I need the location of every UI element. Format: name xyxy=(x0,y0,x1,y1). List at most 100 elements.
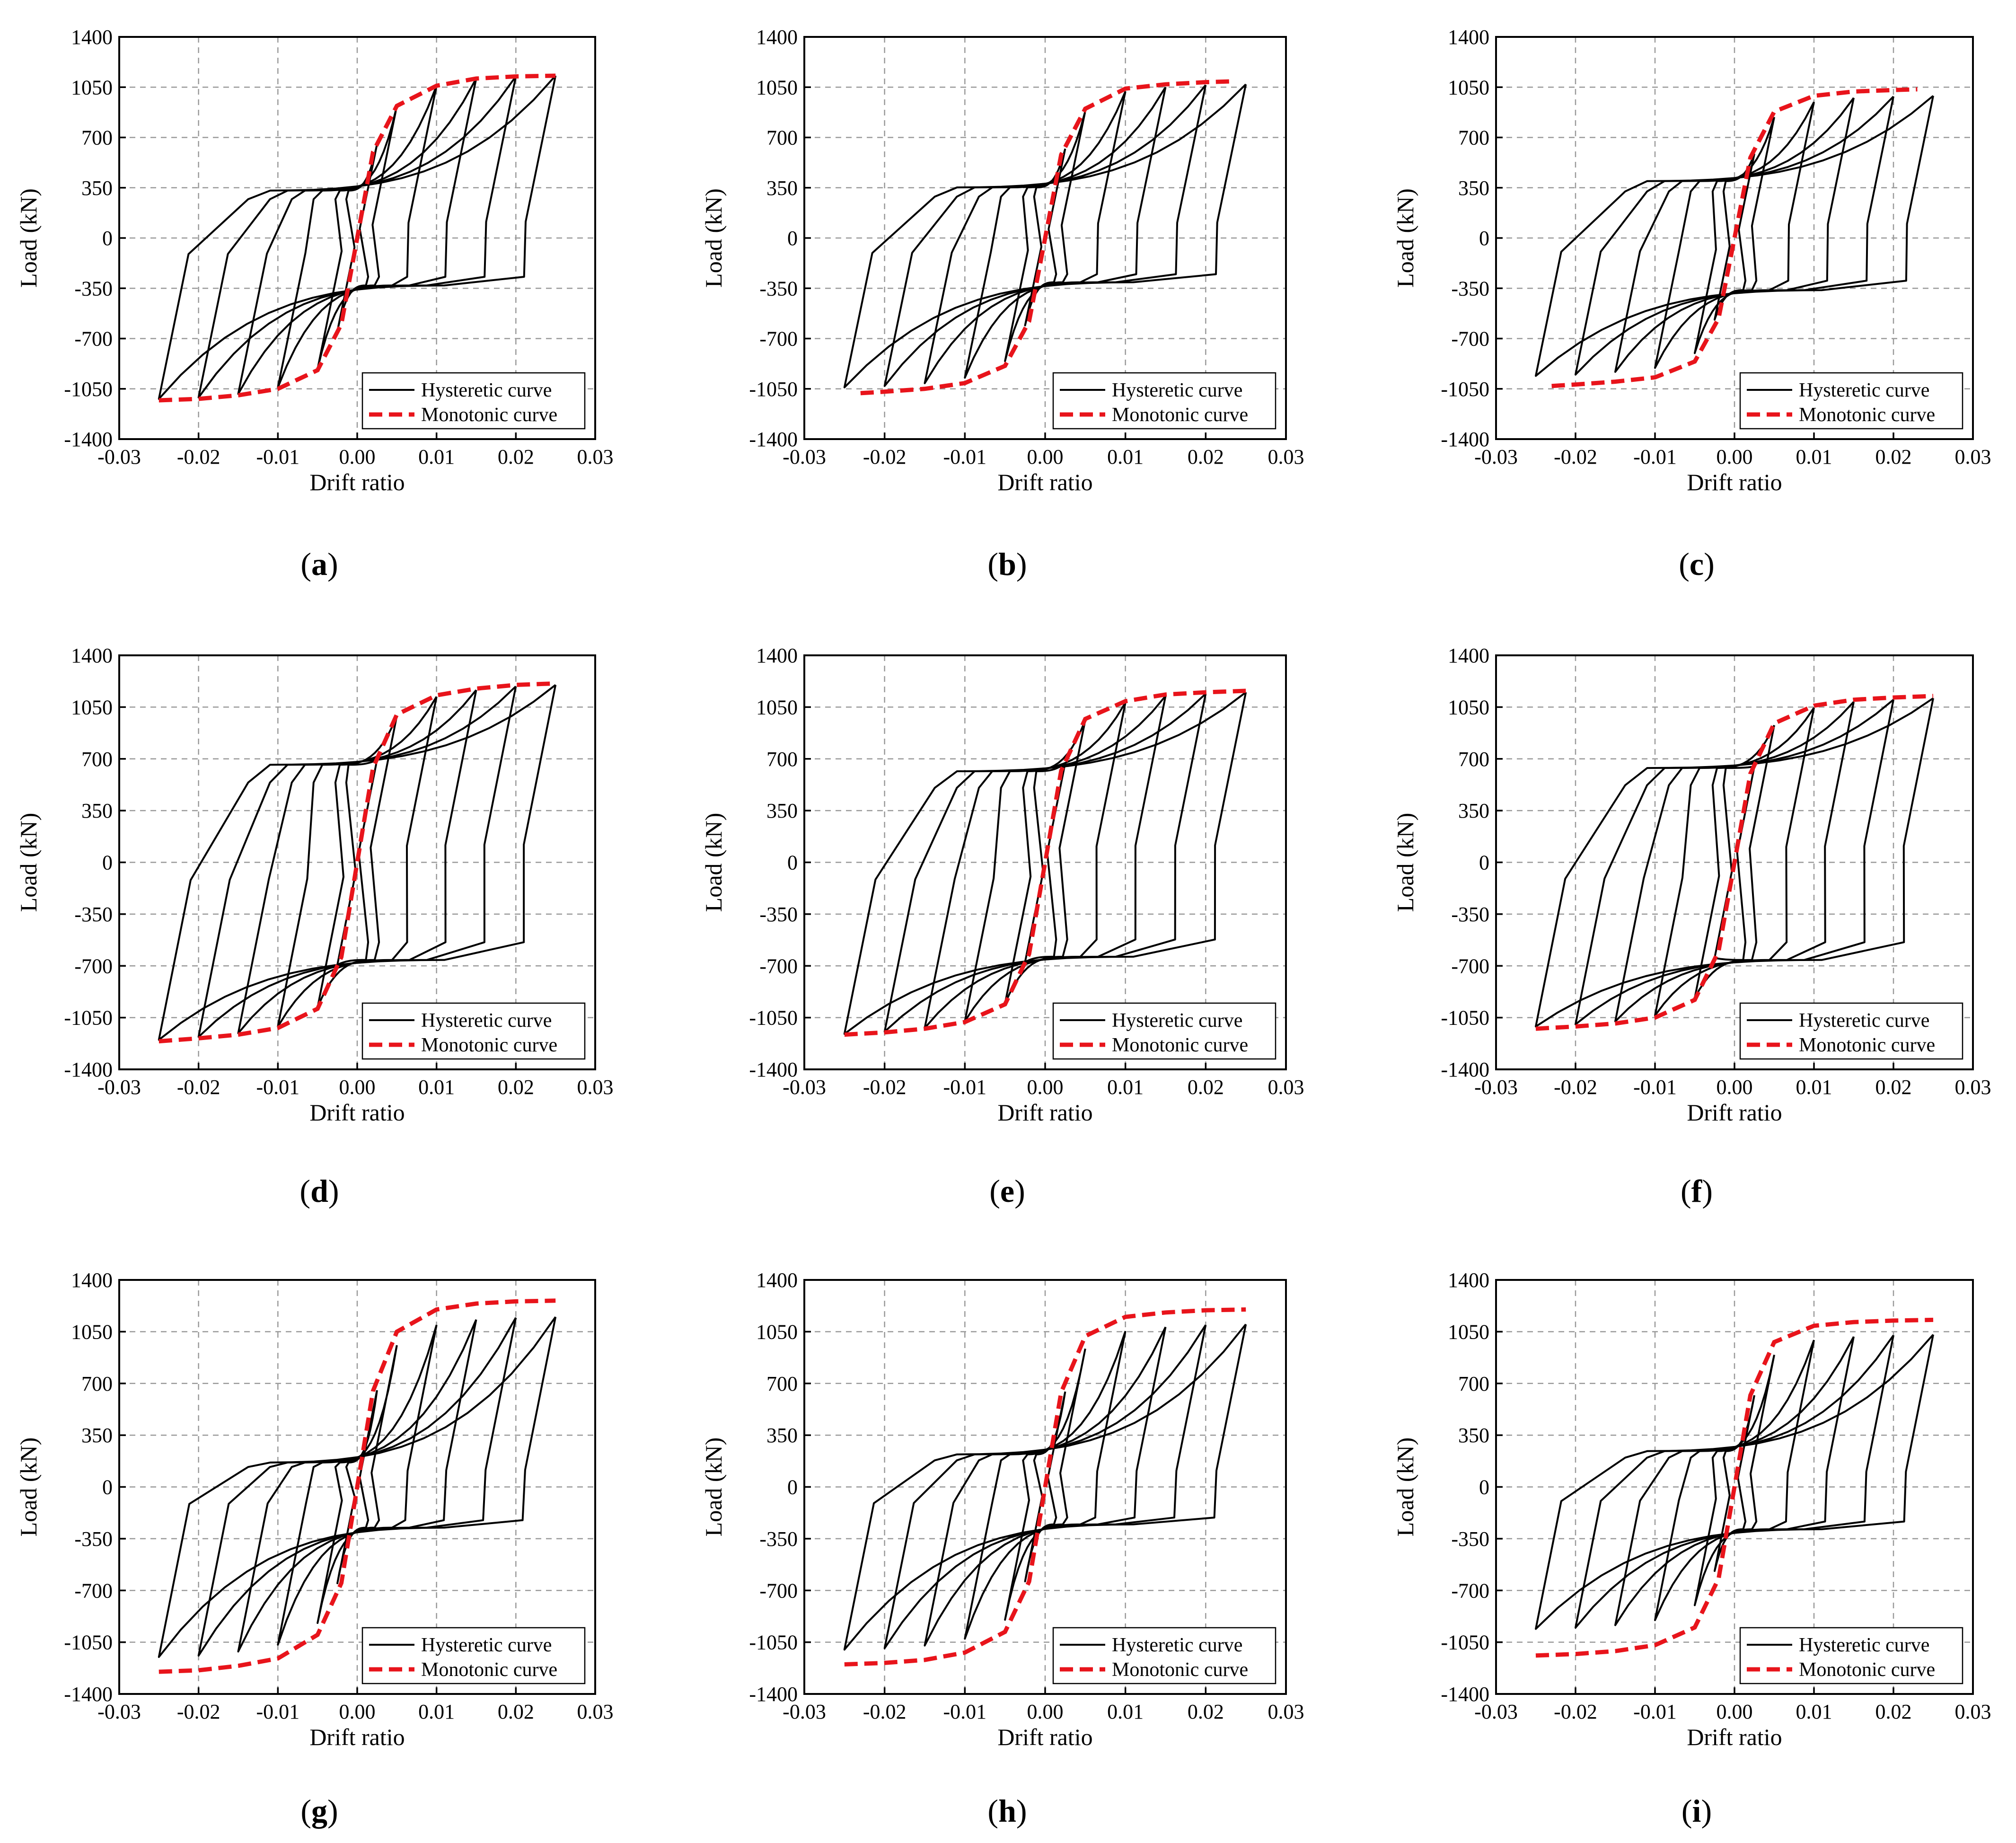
hysteretic-loop xyxy=(317,1345,398,1624)
legend-box xyxy=(1739,1627,1963,1684)
caption-open-paren: ( xyxy=(987,546,998,582)
y-tick-label: -1400 xyxy=(64,428,113,451)
caption-letter: f xyxy=(1691,1173,1703,1209)
y-tick-label: -1400 xyxy=(64,1683,113,1706)
caption-open-paren: ( xyxy=(1681,1173,1691,1209)
x-tick-label: 0.00 xyxy=(339,1076,376,1099)
legend-label-hysteretic: Hysteretic curve xyxy=(1112,1010,1242,1032)
y-tick-label: 1050 xyxy=(1448,696,1489,719)
y-tick-label: -700 xyxy=(759,327,798,351)
hysteretic-loop xyxy=(1004,111,1086,362)
x-tick-label: 0.02 xyxy=(498,445,534,468)
legend-box xyxy=(361,1002,586,1060)
y-axis-title: Load (kN) xyxy=(1392,813,1418,912)
y-tick-label: -1050 xyxy=(1441,1631,1489,1654)
y-tick-label: 700 xyxy=(766,126,798,150)
panel-caption: (c) xyxy=(1679,546,1715,582)
caption-close-paren: ) xyxy=(1014,1173,1025,1209)
x-tick-label: -0.03 xyxy=(1474,1076,1518,1099)
caption-letter: h xyxy=(998,1793,1016,1829)
y-tick-label: 0 xyxy=(787,851,798,874)
y-tick-label: 1400 xyxy=(756,644,798,667)
y-tick-label: 700 xyxy=(1458,1372,1489,1395)
y-tick-label: 0 xyxy=(787,1476,798,1499)
y-tick-label: -350 xyxy=(74,1527,113,1551)
x-tick-label: -0.02 xyxy=(1554,1076,1597,1099)
hysteretic-loop xyxy=(1535,1334,1934,1630)
caption-close-paren: ) xyxy=(327,1793,338,1829)
legend-box xyxy=(1052,1627,1277,1684)
y-tick-label: 1400 xyxy=(756,26,798,49)
hysteretic-loop xyxy=(843,1323,1247,1651)
caption-close-paren: ) xyxy=(1016,1793,1027,1829)
x-tick-label: -0.03 xyxy=(97,1700,141,1723)
y-tick-label: 700 xyxy=(81,126,113,150)
x-axis-title: Drift ratio xyxy=(997,1099,1092,1126)
y-tick-label: -700 xyxy=(74,327,113,351)
caption-open-paren: ( xyxy=(300,546,311,582)
x-tick-label: 0.00 xyxy=(339,445,376,468)
y-tick-label: 700 xyxy=(81,748,113,771)
legend-label-monotonic: Monotonic curve xyxy=(1112,404,1248,426)
y-axis-title: Load (kN) xyxy=(700,188,727,288)
legend-label-monotonic: Monotonic curve xyxy=(1799,404,1935,426)
x-tick-label: 0.03 xyxy=(577,1700,614,1723)
x-tick-label: 0.02 xyxy=(1875,1700,1912,1723)
legend-label-monotonic: Monotonic curve xyxy=(421,1659,557,1681)
x-tick-label: -0.02 xyxy=(1554,1700,1597,1723)
y-tick-label: -700 xyxy=(1451,1579,1489,1602)
caption-letter: e xyxy=(1000,1173,1014,1209)
x-tick-label: 0.00 xyxy=(1717,1076,1753,1099)
hysteretic-series xyxy=(843,1323,1247,1651)
x-tick-label: -0.02 xyxy=(177,445,220,468)
x-tick-label: -0.03 xyxy=(1474,1700,1518,1723)
x-tick-label: -0.02 xyxy=(863,445,907,468)
x-tick-label: 0.00 xyxy=(1027,1700,1064,1723)
y-tick-label: 1050 xyxy=(1448,1320,1489,1343)
caption-letter: c xyxy=(1690,546,1704,582)
x-axis-title: Drift ratio xyxy=(1687,1724,1782,1750)
caption-letter: b xyxy=(998,546,1016,582)
y-tick-label: -1050 xyxy=(64,1006,113,1030)
y-tick-label: -700 xyxy=(759,1579,798,1602)
y-tick-label: -350 xyxy=(759,903,798,926)
y-tick-label: 1400 xyxy=(71,644,113,667)
caption-open-paren: ( xyxy=(1679,546,1690,582)
hysteretic-series xyxy=(158,1316,557,1658)
y-tick-label: 1050 xyxy=(71,696,113,719)
y-tick-label: -1050 xyxy=(749,1006,798,1030)
y-tick-label: 0 xyxy=(102,851,113,874)
y-tick-label: 350 xyxy=(1458,176,1489,200)
y-tick-label: 1050 xyxy=(756,1320,798,1343)
y-tick-label: -1400 xyxy=(749,1058,798,1081)
x-tick-label: 0.03 xyxy=(577,445,614,468)
y-tick-label: -350 xyxy=(1451,903,1489,926)
chart-panel-h: -0.03 -0.02 -0.01 0.00 0.01 0.02 0.03 1400 1050 7… xyxy=(700,1269,1304,1829)
x-tick-label: 0.02 xyxy=(498,1700,534,1723)
y-tick-label: 350 xyxy=(1458,1424,1489,1447)
caption-letter: i xyxy=(1692,1793,1701,1829)
legend-label-monotonic: Monotonic curve xyxy=(1799,1659,1935,1681)
hysteretic-loop xyxy=(1004,1348,1086,1621)
y-tick-label: -350 xyxy=(1451,1527,1489,1551)
y-tick-label: 700 xyxy=(766,748,798,771)
x-tick-label: -0.02 xyxy=(177,1076,220,1099)
legend-box xyxy=(361,372,586,430)
x-tick-label: -0.01 xyxy=(943,1076,987,1099)
y-tick-label: -350 xyxy=(759,277,798,300)
chart-panel-b: -0.03 -0.02 -0.01 0.00 0.01 0.02 0.03 1400 1050 7… xyxy=(700,26,1304,582)
x-tick-label: -0.01 xyxy=(943,445,987,468)
y-tick-label: 1050 xyxy=(756,76,798,99)
legend-box xyxy=(1052,372,1277,430)
legend-label-monotonic: Monotonic curve xyxy=(1112,1034,1248,1056)
y-tick-label: 700 xyxy=(81,1372,113,1395)
x-tick-label: -0.01 xyxy=(943,1700,987,1723)
x-tick-label: 0.00 xyxy=(1717,445,1753,468)
x-tick-label: -0.03 xyxy=(1474,445,1518,468)
legend-label-hysteretic: Hysteretic curve xyxy=(1799,1010,1929,1032)
x-axis-title: Drift ratio xyxy=(997,1724,1092,1750)
caption-letter: a xyxy=(311,546,327,582)
y-tick-label: -1400 xyxy=(749,428,798,451)
panel-caption: (h) xyxy=(987,1793,1027,1829)
